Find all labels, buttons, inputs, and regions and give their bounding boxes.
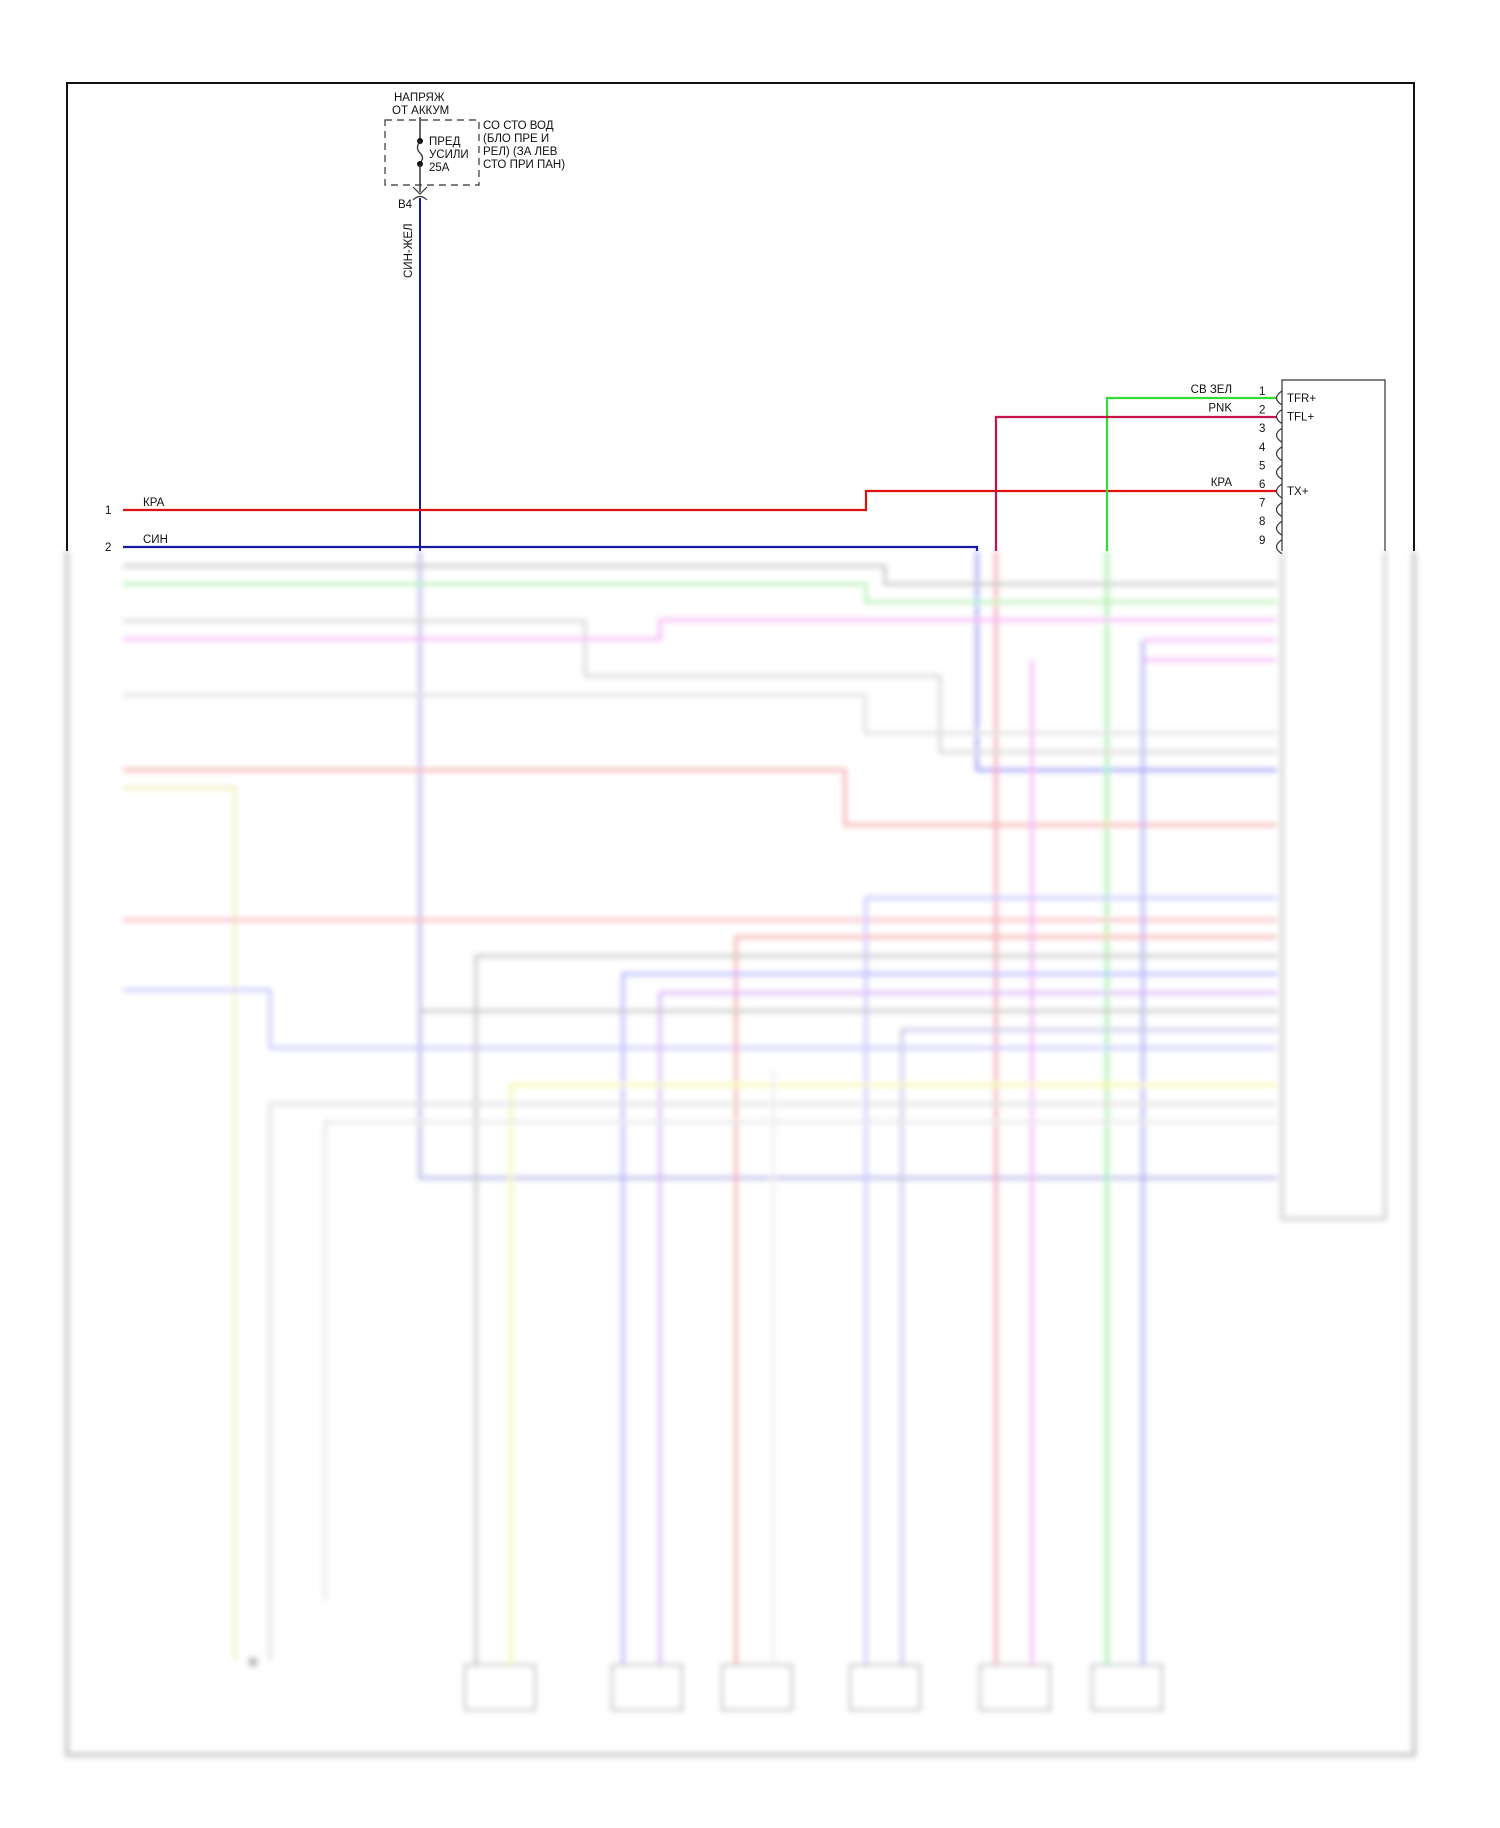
pin-number: 1 — [1259, 386, 1265, 398]
pin-socket-icon — [1275, 446, 1283, 462]
module-pins: 1 СВ ЗЕЛ TFR+ 2 PNK TFL+ 3 4 5 6 КРА TX+ 7 8 9 — [1191, 384, 1316, 555]
wire-pink — [994, 415, 1277, 551]
fuse-icon — [416, 140, 424, 164]
pin-socket-icon — [1275, 409, 1283, 425]
diagram-frame — [66, 82, 1415, 551]
fuse-location-1: СО СТО ВОД — [483, 120, 554, 132]
fuse-location-2: (БЛО ПРЕ И — [483, 133, 549, 145]
wire-red-kra — [123, 489, 1277, 512]
fuse-wire-color: СИН-ЖЕЛ — [403, 223, 415, 278]
pin-socket-icon — [1275, 427, 1283, 443]
pin-wire-label: СВ ЗЕЛ — [1191, 384, 1232, 396]
pin-socket-icon — [1275, 520, 1283, 536]
pin-wire-label: PNK — [1208, 403, 1232, 415]
pin-number: 2 — [1259, 405, 1265, 417]
pin-socket-icon — [1275, 539, 1283, 555]
pin-number: 7 — [1259, 498, 1265, 510]
fuse-connector-label: B4 — [398, 199, 413, 211]
blurred-region — [65, 551, 1416, 1757]
pin-number: 9 — [1259, 535, 1265, 547]
left-pin-1-num: 1 — [105, 505, 111, 517]
fuse-location-3: РЕЛ) (ЗА ЛЕВ — [483, 146, 558, 158]
fuse-name-2: УСИЛИ — [429, 149, 469, 161]
pin-number: 8 — [1259, 516, 1265, 528]
pin-number: 4 — [1259, 442, 1266, 454]
fuse-name-1: ПРЕД — [429, 136, 461, 148]
fuse-rating: 25A — [429, 162, 450, 174]
pin-socket-icon — [1275, 502, 1283, 518]
pin-socket-icon — [1275, 390, 1283, 406]
pin-signal-label: TFR+ — [1287, 393, 1316, 405]
left-pin-2-wire: СИН — [143, 534, 168, 546]
module-box — [1281, 379, 1386, 551]
pin-signal-label: TFL+ — [1287, 412, 1314, 424]
source-label-1: НАПРЯЖ — [394, 92, 445, 104]
pin-socket-icon — [1275, 483, 1283, 499]
left-pin-2-num: 2 — [105, 542, 111, 554]
source-label-2: ОТ АККУМ — [392, 105, 449, 117]
pin-signal-label: TX+ — [1287, 486, 1309, 498]
pin-wire-label: КРА — [1211, 477, 1233, 489]
fuse-box — [384, 119, 480, 186]
wire-green — [1105, 396, 1277, 551]
wire-blue-sin — [123, 545, 979, 551]
left-pin-1-wire: КРА — [143, 497, 165, 509]
pin-number: 5 — [1259, 460, 1265, 472]
pin-number: 6 — [1259, 479, 1265, 491]
fuse-location-4: СТО ПРИ ПАН) — [483, 159, 565, 171]
pin-socket-icon — [1275, 464, 1283, 480]
pin-number: 3 — [1259, 423, 1265, 435]
